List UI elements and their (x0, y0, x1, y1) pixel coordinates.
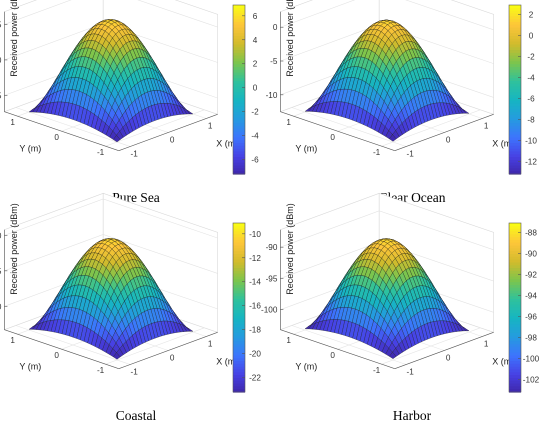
panel-caption: Harbor (393, 408, 432, 423)
colorbar-tick-label: -22 (249, 374, 261, 383)
x-tick-label: 1 (484, 122, 489, 131)
colorbar-tick-label: -8 (527, 115, 535, 124)
surface-face (113, 352, 121, 360)
colorbar-tick-label: -2 (527, 52, 535, 61)
z-tick-label: -20 (0, 302, 2, 311)
colorbar-tick-label: -2 (251, 108, 259, 117)
surface-face (389, 351, 397, 359)
z-tick-label: -100 (261, 306, 278, 315)
y-axis-label: Y (m) (295, 143, 317, 153)
colorbar-tick-label: 4 (253, 36, 258, 45)
axes-box (4, 0, 218, 151)
colorbar-tick-label: -98 (525, 333, 537, 342)
y-tick-label: -1 (373, 148, 381, 157)
surface-face (113, 134, 121, 143)
y-tick-label: -1 (97, 366, 105, 375)
z-tick-label: -10 (266, 91, 278, 100)
colorbar-tick-label: 2 (529, 10, 534, 19)
x-tick-label: 1 (208, 122, 213, 131)
x-tick-label: -1 (131, 150, 139, 159)
x-tick-label: -1 (407, 150, 415, 159)
colorbar-tick-label: 0 (529, 31, 534, 40)
y-tick-label: 0 (330, 133, 335, 142)
colorbar-tick-label: -100 (523, 354, 540, 363)
y-tick-label: -1 (373, 366, 381, 375)
surface-mesh (304, 238, 470, 359)
z-tick-label: -5 (270, 57, 278, 66)
colorbar-tick-label: -6 (251, 156, 259, 165)
x-axis-label: X (m) (216, 356, 238, 366)
colorbar-tick-label: -20 (249, 350, 261, 359)
colorbar-tick-label: -12 (525, 157, 537, 166)
colorbar-tick-label: -102 (523, 375, 540, 384)
colorbar-tick-label: -10 (249, 230, 261, 239)
z-axis-label: Received power (dBm) (285, 0, 295, 77)
colorbar-tick-label: 2 (253, 60, 258, 69)
panel-caption: Coastal (116, 408, 157, 423)
z-tick-label: 0 (273, 23, 278, 32)
colorbar-tick-label: -94 (525, 291, 537, 300)
colorbar: 6 4 2 0 -2 -4 -6 (232, 4, 259, 175)
y-tick-label: 1 (286, 336, 291, 345)
colorbar: -88 -90 -92 -94 -96 -98 -100 -102 (508, 222, 540, 393)
y-tick-label: 1 (10, 336, 15, 345)
x-tick-label: -1 (131, 368, 139, 377)
x-tick-label: 1 (208, 340, 213, 349)
y-axis-label: Y (m) (19, 143, 41, 153)
y-axis-label: Y (m) (295, 361, 317, 371)
surface-panel: -5 0 5 -1 0 1 1 0 -1 X (m) Y (m) Received power (dB… (0, 0, 259, 205)
x-tick-label: 1 (484, 340, 489, 349)
z-tick-label: -10 (0, 231, 2, 240)
colorbar-tick-label: -90 (525, 249, 537, 258)
colorbar-tick-label: -14 (249, 278, 261, 287)
y-tick-label: 1 (10, 118, 15, 127)
x-tick-label: 0 (170, 136, 175, 145)
z-axis-label: Received power (dBm) (9, 0, 19, 77)
colorbar-tick-label: -16 (249, 302, 261, 311)
y-tick-label: 0 (330, 351, 335, 360)
x-axis-label: X (m) (492, 138, 514, 148)
z-tick-label: 0 (0, 56, 2, 65)
colorbar-tick-label: -4 (251, 132, 259, 141)
x-axis-label: X (m) (216, 138, 238, 148)
colorbar: 2 0 -2 -4 -6 -8 -10 -12 (508, 4, 537, 175)
y-tick-label: 0 (54, 133, 59, 142)
z-tick-label: -95 (266, 274, 278, 283)
colorbar: -10 -12 -14 -16 -18 -20 -22 (232, 222, 261, 393)
colorbar-tick-label: -4 (527, 73, 535, 82)
y-tick-label: -1 (97, 148, 105, 157)
z-tick-label: -15 (0, 267, 2, 276)
colorbar-tick-label: 6 (253, 12, 258, 21)
colorbar-tick-label: -12 (249, 254, 261, 263)
y-axis-label: Y (m) (19, 361, 41, 371)
colorbar-tick-label: -6 (527, 94, 535, 103)
colorbar-tick-label: 0 (253, 84, 258, 93)
x-tick-label: 0 (446, 354, 451, 363)
surface-face (389, 134, 397, 142)
surface-mesh (28, 19, 194, 143)
colorbar-tick-label: -10 (525, 136, 537, 145)
surface-mesh (304, 19, 470, 142)
z-axis-label: Received power (dBm) (285, 203, 295, 295)
y-tick-label: 0 (54, 351, 59, 360)
colorbar-tick-label: -96 (525, 312, 537, 321)
z-tick-label: 5 (0, 20, 2, 29)
surface-panel: -100 -95 -90 -1 0 1 1 0 -1 X (m) Y (m) Received pow… (261, 192, 540, 423)
colorbar-tick-label: -92 (525, 270, 537, 279)
z-tick-label: -90 (266, 243, 278, 252)
x-tick-label: -1 (407, 368, 415, 377)
x-axis-label: X (m) (492, 356, 514, 366)
x-tick-label: 0 (170, 354, 175, 363)
x-tick-label: 0 (446, 136, 451, 145)
z-axis-label: Received power (dBm) (9, 203, 19, 295)
surface-mesh (28, 238, 194, 360)
z-tick-label: -5 (0, 91, 2, 100)
y-tick-label: 1 (286, 118, 291, 127)
colorbar-tick-label: -88 (525, 228, 537, 237)
colorbar-tick-label: -18 (249, 326, 261, 335)
